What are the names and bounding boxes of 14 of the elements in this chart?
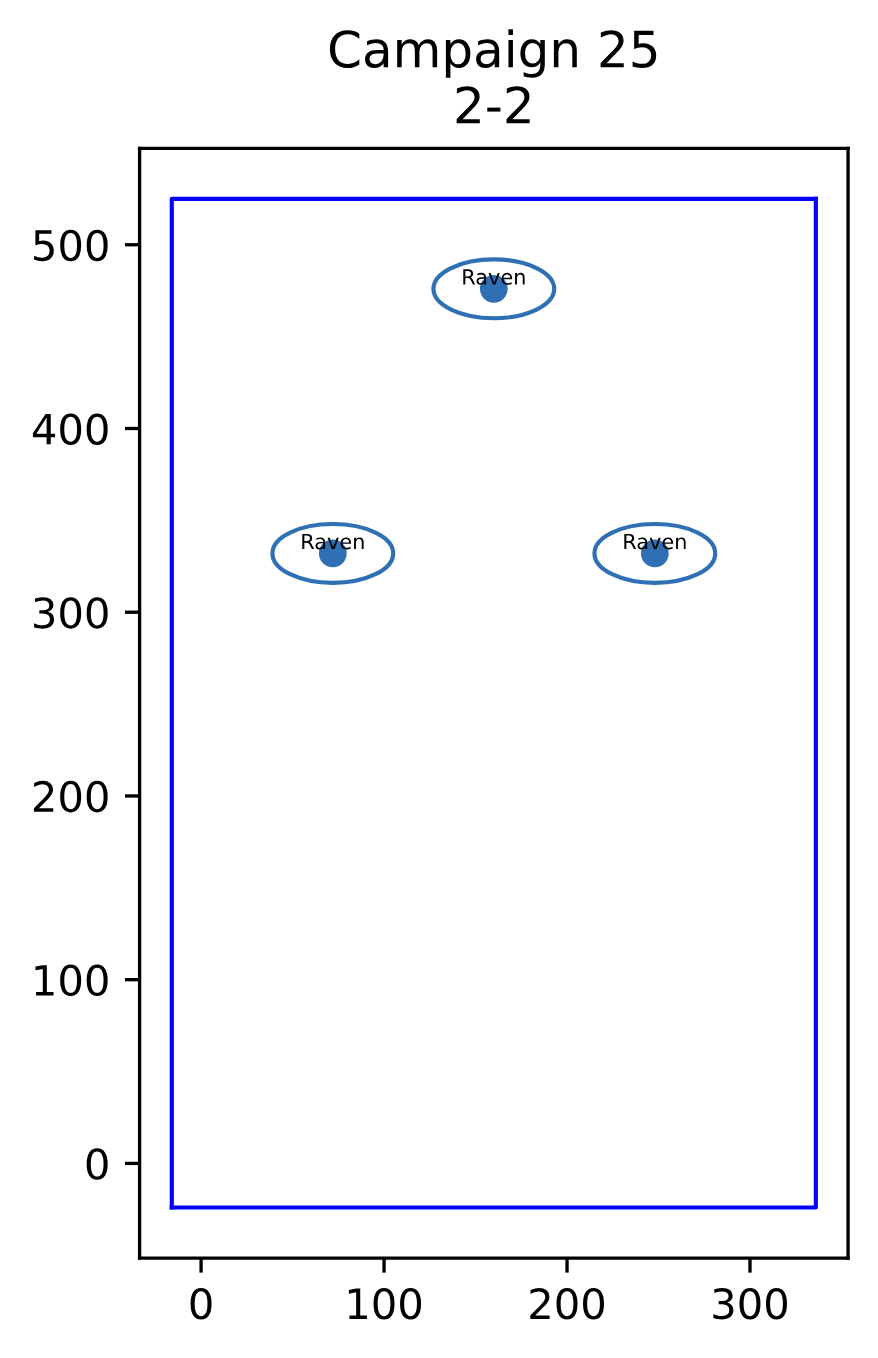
x-tick-label: 300	[713, 1287, 787, 1320]
chart-title: Campaign 25 2-2	[329, 29, 657, 124]
annotation: Raven	[463, 269, 525, 285]
y-tick-label: 300	[34, 597, 108, 629]
y-tick-label: 100	[35, 964, 108, 997]
annotation: Raven	[302, 533, 364, 550]
y-tick-label: 500	[34, 229, 108, 262]
x-tick-label: 200	[530, 1287, 605, 1320]
annotation: Raven	[624, 533, 686, 550]
y-tick-label: 200	[33, 780, 108, 813]
x-tick-label: 0	[190, 1287, 212, 1320]
y-tick-label: 400	[32, 413, 108, 445]
x-tick-label: 100	[348, 1287, 422, 1320]
y-tick-label: 0	[86, 1148, 108, 1180]
